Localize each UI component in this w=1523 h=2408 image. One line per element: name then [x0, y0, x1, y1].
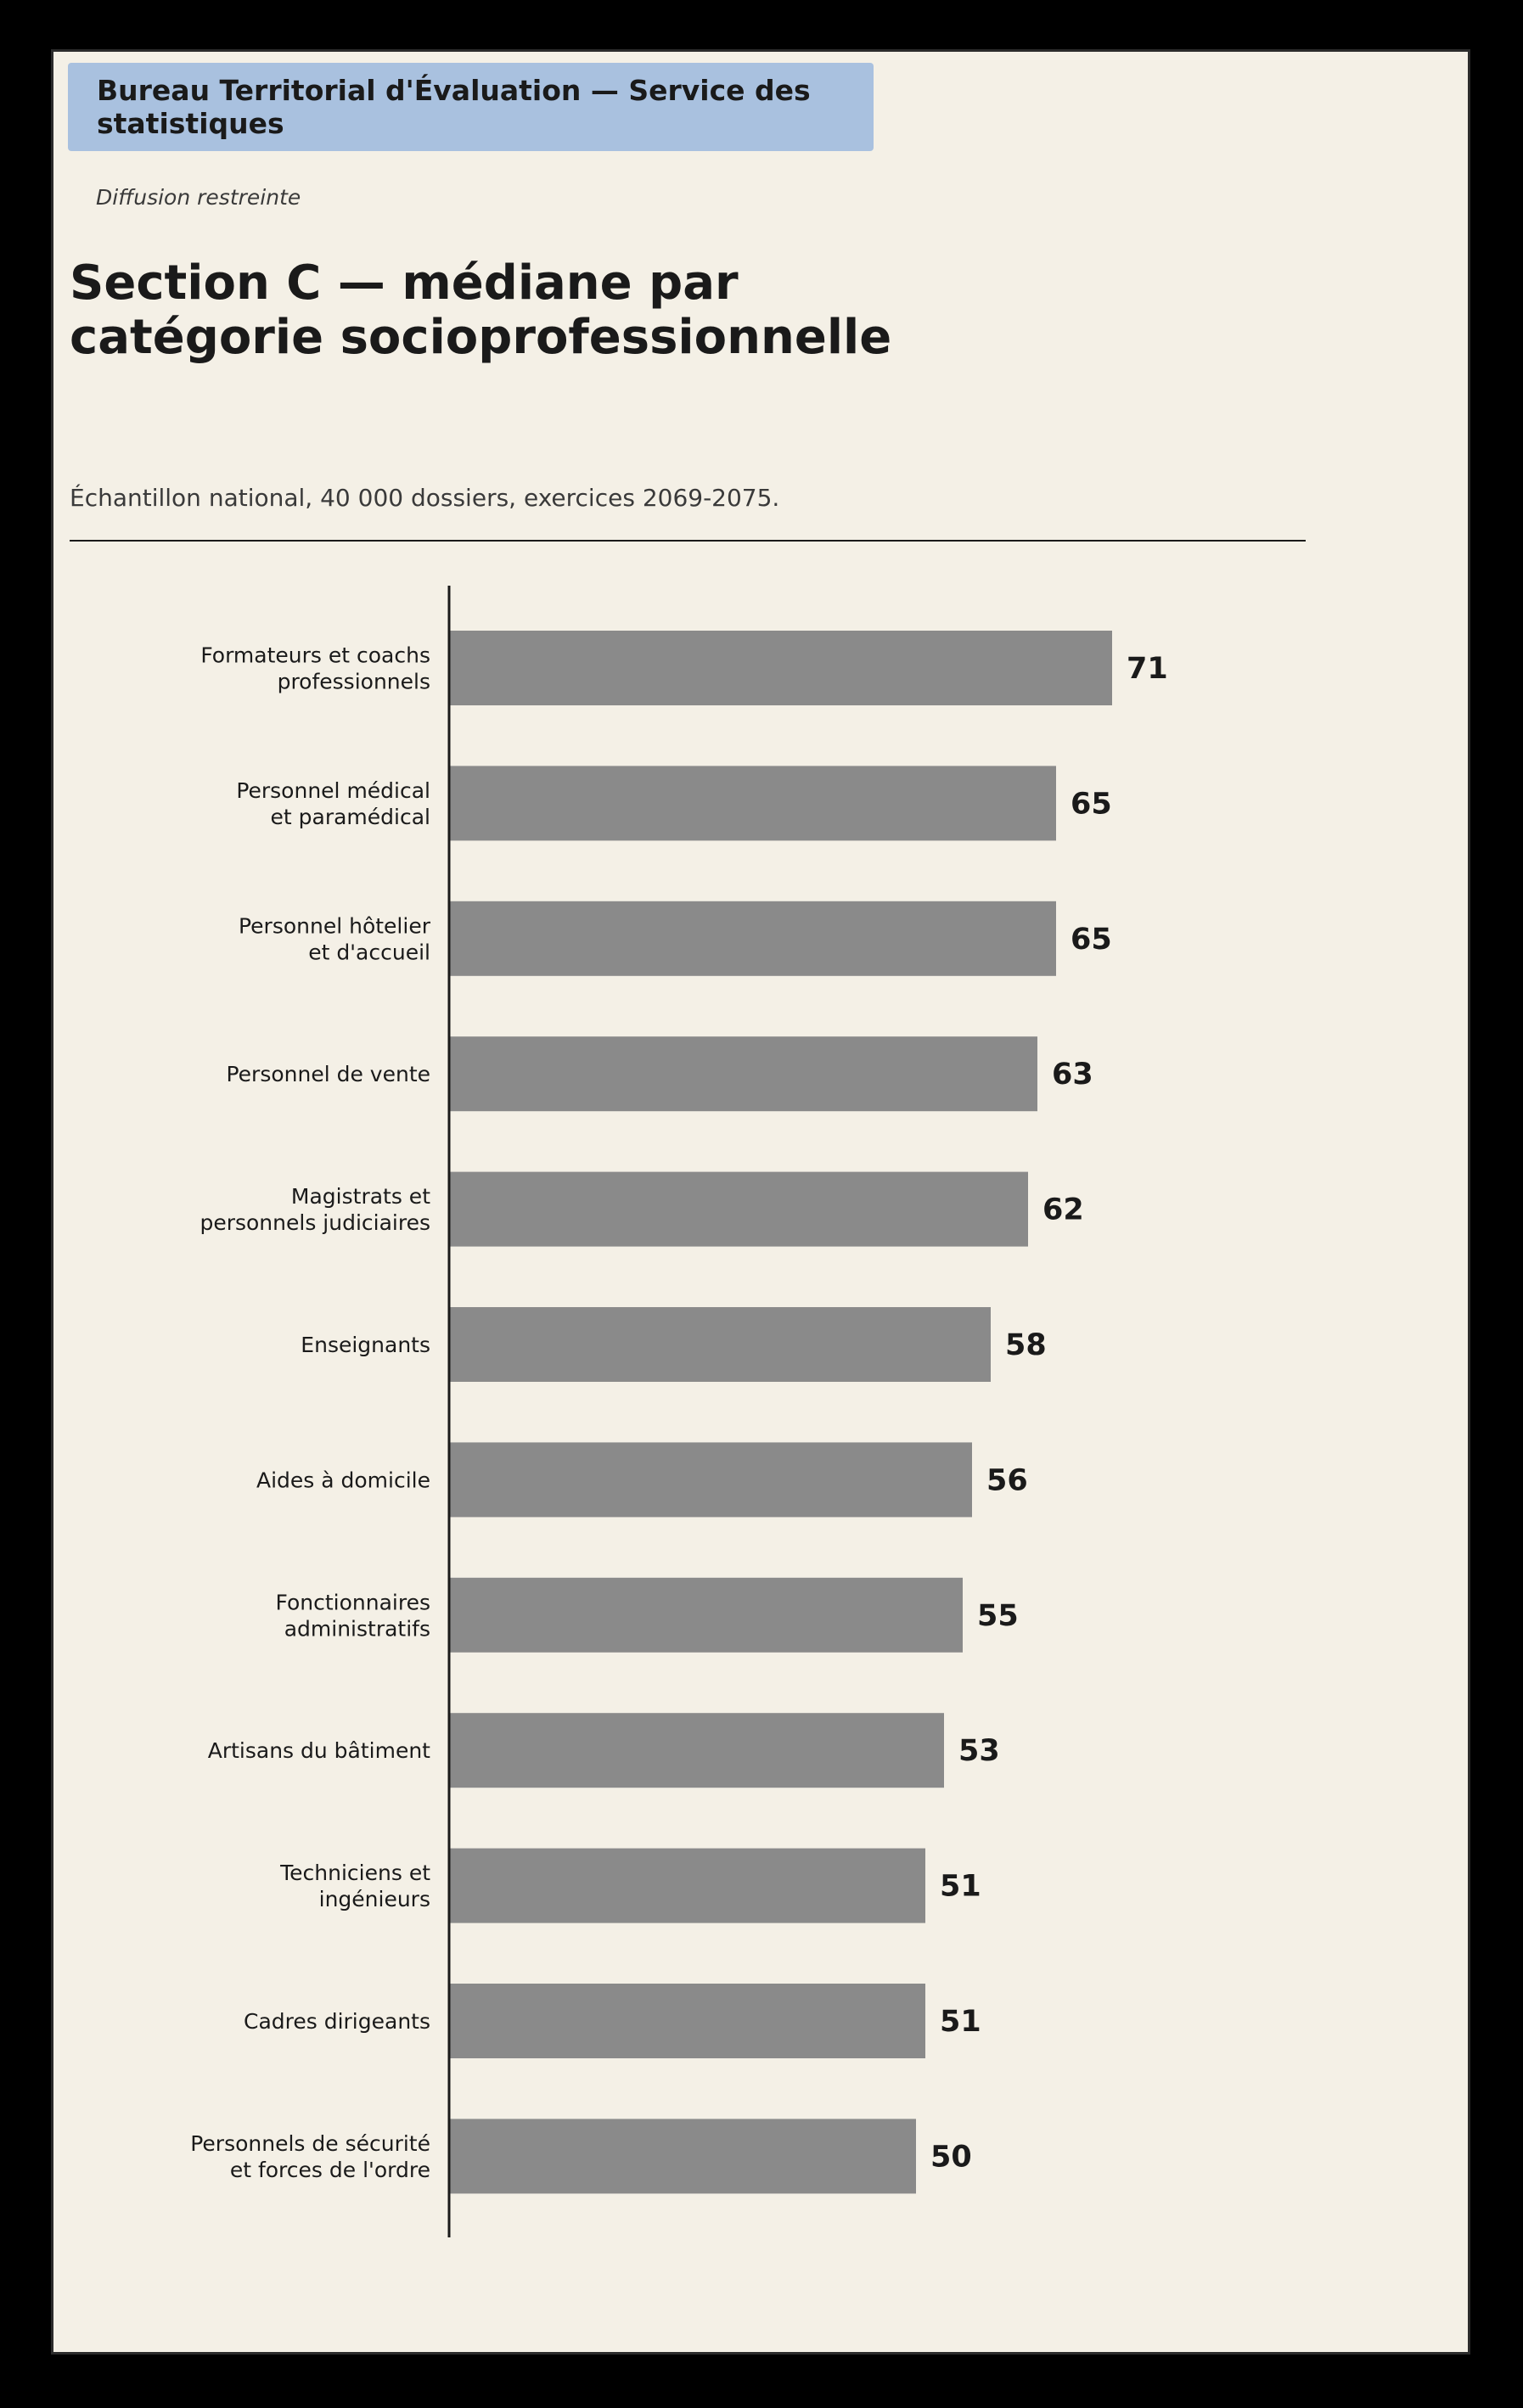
category-label-4: Personnel de vente [226, 1062, 430, 1086]
value-label-10: 51 [940, 1870, 981, 1904]
category-label-5: Magistrats et personnels judiciaires [200, 1184, 430, 1235]
category-label-line: Personnel médical [236, 778, 430, 803]
category-label-line: ingénieurs [319, 1887, 430, 1911]
category-label-line: Formateurs et coachs [200, 643, 430, 668]
bar-3 [449, 901, 1056, 976]
value-label-1: 71 [1127, 652, 1168, 686]
category-label-1: Formateurs et coachs professionnels [200, 643, 430, 694]
bar-7 [449, 1442, 972, 1518]
value-label-12: 50 [930, 2140, 972, 2174]
category-label-3: Personnel hôtelier et d'accueil [239, 913, 431, 964]
category-label-line: Techniciens et [279, 1861, 430, 1885]
bar-1 [449, 631, 1112, 705]
category-label-line: Personnel hôtelier [239, 913, 431, 938]
category-label-line: Enseignants [301, 1333, 430, 1357]
bar-10 [449, 1848, 925, 1923]
category-label-line: Magistrats et [291, 1184, 430, 1209]
agency-name: Bureau Territorial d'Évaluation — Servic… [97, 74, 811, 140]
category-label-line: professionnels [278, 670, 430, 694]
category-label-line: et d'accueil [308, 940, 430, 964]
bar-4 [449, 1036, 1037, 1112]
category-label-6: Enseignants [301, 1333, 430, 1357]
chart-title: Section C — médiane par catégorie sociop… [70, 256, 1173, 365]
category-label-line: personnels judiciaires [200, 1210, 430, 1235]
chart-subtitle: Échantillon national, 40 000 dossiers, e… [70, 484, 780, 512]
category-label-line: Aides à domicile [256, 1468, 430, 1492]
category-label-9: Artisans du bâtiment [208, 1738, 430, 1763]
distribution-note: Diffusion restreinte [96, 185, 301, 210]
category-label-2: Personnel médical et paramédical [236, 778, 430, 829]
category-label-line: Fonctionnaires [275, 1590, 430, 1614]
bar-9 [449, 1713, 944, 1788]
category-label-line: et paramédical [271, 805, 430, 829]
bar-11 [449, 1984, 925, 2058]
category-label-10: Techniciens et ingénieurs [279, 1861, 430, 1911]
bar-8 [449, 1577, 963, 1653]
bar-6 [449, 1307, 991, 1382]
bar-5 [449, 1171, 1028, 1247]
bar-12 [449, 2119, 916, 2194]
bar-group: 71 Formateurs et coachs professionnels 65 Pe… [190, 631, 1168, 2194]
value-label-6: 58 [1005, 1328, 1047, 1362]
chart-title-line-1: Section C — médiane par [70, 255, 739, 311]
value-label-11: 51 [940, 2005, 981, 2039]
category-label-12: Personnels de sécurité et forces de l'ord… [190, 2131, 430, 2182]
category-label-11: Cadres dirigeants [244, 2009, 430, 2034]
chart-title-line-2: catégorie socioprofessionnelle [70, 310, 892, 365]
value-label-7: 56 [986, 1463, 1028, 1497]
category-label-7: Aides à domicile [256, 1468, 430, 1492]
category-label-line: administratifs [284, 1616, 430, 1641]
value-label-9: 53 [958, 1734, 1000, 1768]
category-label-line: et forces de l'ordre [230, 2158, 430, 2182]
value-label-3: 65 [1071, 923, 1112, 957]
value-label-5: 62 [1042, 1193, 1084, 1227]
value-label-4: 63 [1052, 1058, 1093, 1092]
category-label-line: Cadres dirigeants [244, 2009, 430, 2034]
header-divider [70, 540, 1306, 542]
category-label-line: Personnel de vente [226, 1062, 430, 1086]
bar-2 [449, 766, 1056, 841]
value-label-2: 65 [1071, 787, 1112, 821]
category-label-line: Artisans du bâtiment [208, 1738, 430, 1763]
category-label-line: Personnels de sécurité [190, 2131, 430, 2156]
value-label-8: 55 [977, 1599, 1019, 1633]
agency-banner: Bureau Territorial d'Évaluation — Servic… [68, 63, 874, 151]
category-label-8: Fonctionnaires administratifs [275, 1590, 430, 1641]
